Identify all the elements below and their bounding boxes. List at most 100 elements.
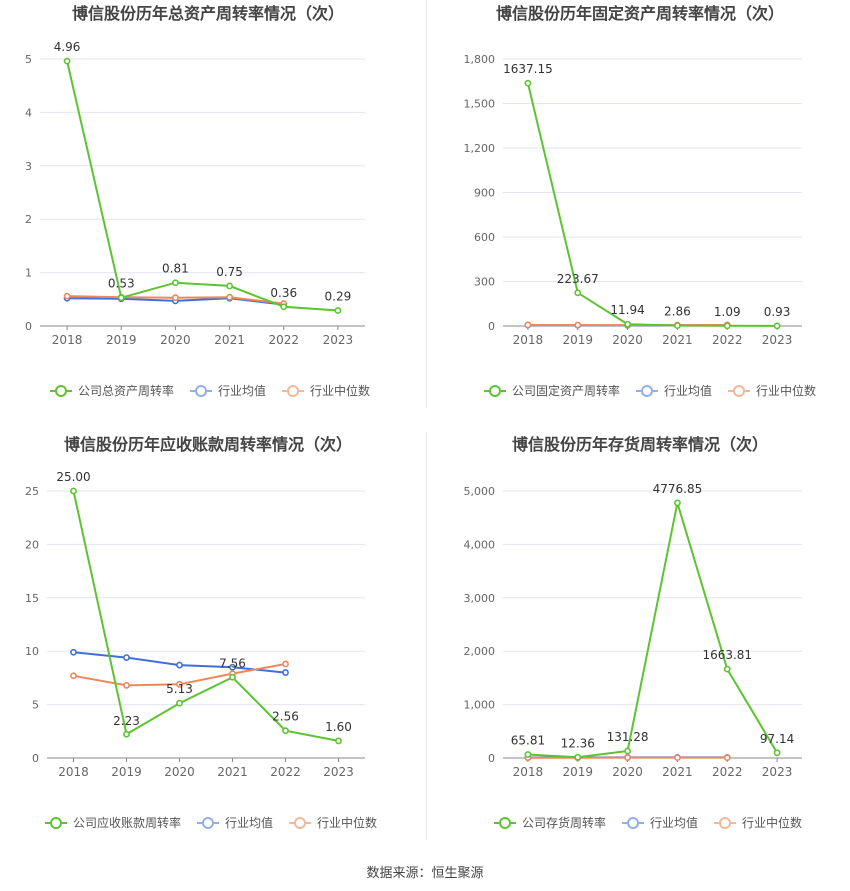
- y-tick-label-1-5: 5: [25, 53, 32, 66]
- data-label-3-2: 5.13: [166, 682, 193, 696]
- legend-label-company-4: 公司存货周转率: [522, 815, 606, 830]
- data-label-3-3: 7.56: [219, 656, 246, 670]
- x-tick-label-4-4: 2022: [712, 765, 743, 779]
- point-company-3-2: [176, 699, 183, 707]
- y-tick-label-2-6: 1,800: [464, 53, 496, 66]
- y-tick-label-4-3: 3,000: [464, 592, 496, 605]
- legend-marker-company-3: [50, 817, 62, 829]
- legend-label-company-2: 公司固定资产周转率: [512, 383, 620, 398]
- point-company-2-0: [524, 79, 532, 87]
- data-label-2-0: 1637.15: [503, 62, 553, 76]
- x-tick-label-2-5: 2023: [762, 333, 793, 347]
- series-line-company-3: [72, 490, 339, 742]
- data-label-4-4: 1663.81: [702, 648, 752, 662]
- legend-marker-industry_median-3: [294, 817, 306, 829]
- series-line-company-1: [66, 60, 338, 312]
- x-tick-label-4-5: 2023: [762, 765, 793, 779]
- x-tick-label-3-3: 2021: [217, 765, 248, 779]
- chart-title-2: 博信股份历年固定资产周转率情况（次）: [496, 4, 784, 23]
- legend-label-industry_median-1: 行业中位数: [310, 383, 370, 398]
- point-industry_avg-3-1: [123, 654, 130, 662]
- legend-marker-company-1: [55, 385, 67, 397]
- data-label-3-0: 25.00: [56, 470, 90, 484]
- y-tick-label-4-0: 0: [488, 752, 495, 765]
- point-company-2-3: [674, 322, 681, 329]
- y-tick-label-2-5: 1,500: [464, 98, 496, 111]
- vertical-divider-top: [426, 0, 427, 408]
- x-tick-label-1-0: 2018: [52, 333, 83, 347]
- data-label-4-1: 12.36: [561, 736, 595, 750]
- chart-title-4: 博信股份历年存货周转率情况（次）: [512, 435, 768, 454]
- point-company-1-3: [226, 282, 233, 290]
- data-label-2-1: 223.67: [557, 272, 599, 286]
- point-company-2-5: [773, 322, 781, 330]
- point-company-4-4: [723, 665, 731, 673]
- x-tick-label-1-2: 2020: [160, 333, 191, 347]
- x-tick-label-3-4: 2022: [270, 765, 301, 779]
- point-company-1-5: [334, 307, 342, 314]
- y-tick-label-1-4: 4: [25, 106, 32, 119]
- x-tick-label-4-2: 2020: [612, 765, 643, 779]
- data-label-2-5: 0.93: [764, 305, 791, 319]
- y-tick-label-2-2: 600: [474, 231, 495, 244]
- data-label-4-2: 131.28: [607, 730, 649, 744]
- x-tick-label-4-1: 2019: [562, 765, 593, 779]
- point-industry_median-4-4: [723, 754, 731, 762]
- point-industry_median-3-2: [176, 680, 183, 688]
- data-label-2-3: 2.86: [664, 305, 691, 319]
- point-industry_median-4-3: [674, 754, 681, 762]
- x-tick-label-3-0: 2018: [58, 765, 89, 779]
- data-label-1-1: 0.53: [108, 277, 135, 291]
- point-company-4-0: [524, 751, 532, 758]
- y-tick-label-1-0: 0: [25, 320, 32, 333]
- point-industry_avg-3-2: [176, 661, 183, 669]
- y-tick-label-4-5: 5,000: [464, 485, 496, 498]
- point-company-2-2: [624, 320, 631, 328]
- point-industry_median-1-0: [63, 292, 71, 300]
- point-company-1-4: [280, 303, 288, 311]
- data-label-3-4: 2.56: [272, 710, 299, 724]
- point-company-3-1: [123, 730, 130, 738]
- point-company-1-2: [172, 279, 179, 287]
- series-line-company-2: [526, 82, 778, 327]
- y-tick-label-1-3: 3: [25, 160, 32, 173]
- legend-label-company-3: 公司应收账款周转率: [73, 815, 181, 830]
- legend-marker-company-4: [499, 817, 511, 829]
- point-industry_median-4-2: [624, 754, 631, 762]
- data-label-1-3: 0.75: [216, 265, 243, 279]
- point-industry_avg-3-4: [282, 669, 289, 676]
- x-tick-label-3-1: 2019: [111, 765, 142, 779]
- point-industry_median-3-1: [123, 681, 130, 689]
- point-company-3-3: [229, 673, 236, 681]
- legend-marker-industry_median-2: [733, 385, 745, 397]
- x-tick-label-1-3: 2021: [214, 333, 245, 347]
- point-company-2-1: [574, 289, 582, 297]
- point-industry_median-1-3: [226, 293, 233, 301]
- x-tick-label-2-0: 2018: [513, 333, 544, 347]
- y-tick-label-4-2: 2,000: [464, 645, 496, 658]
- x-tick-label-3-5: 2023: [323, 765, 354, 779]
- data-label-4-0: 65.81: [511, 733, 545, 747]
- x-tick-label-4-3: 2021: [662, 765, 693, 779]
- vertical-divider-bottom: [426, 432, 427, 840]
- point-industry_median-3-4: [282, 660, 289, 668]
- data-source-footer: 数据来源：恒生聚源: [366, 866, 484, 881]
- point-company-4-1: [574, 753, 582, 761]
- point-industry_median-2-0: [524, 321, 532, 329]
- y-tick-label-2-0: 0: [488, 320, 495, 333]
- y-tick-label-3-2: 10: [25, 645, 39, 658]
- series-line-company-4: [527, 502, 778, 759]
- x-tick-label-2-4: 2022: [712, 333, 743, 347]
- data-label-1-4: 0.36: [270, 286, 297, 300]
- legend-label-company-1: 公司总资产周转率: [78, 383, 174, 398]
- y-tick-label-1-1: 1: [25, 267, 32, 280]
- y-tick-label-2-3: 900: [474, 187, 495, 200]
- point-company-1-0: [63, 57, 71, 65]
- point-industry_median-1-2: [172, 294, 179, 302]
- legend-marker-industry_avg-1: [195, 385, 207, 397]
- point-company-1-1: [117, 294, 125, 302]
- point-industry_avg-3-0: [70, 648, 77, 656]
- y-tick-label-3-5: 25: [25, 485, 39, 498]
- x-tick-label-2-2: 2020: [612, 333, 643, 347]
